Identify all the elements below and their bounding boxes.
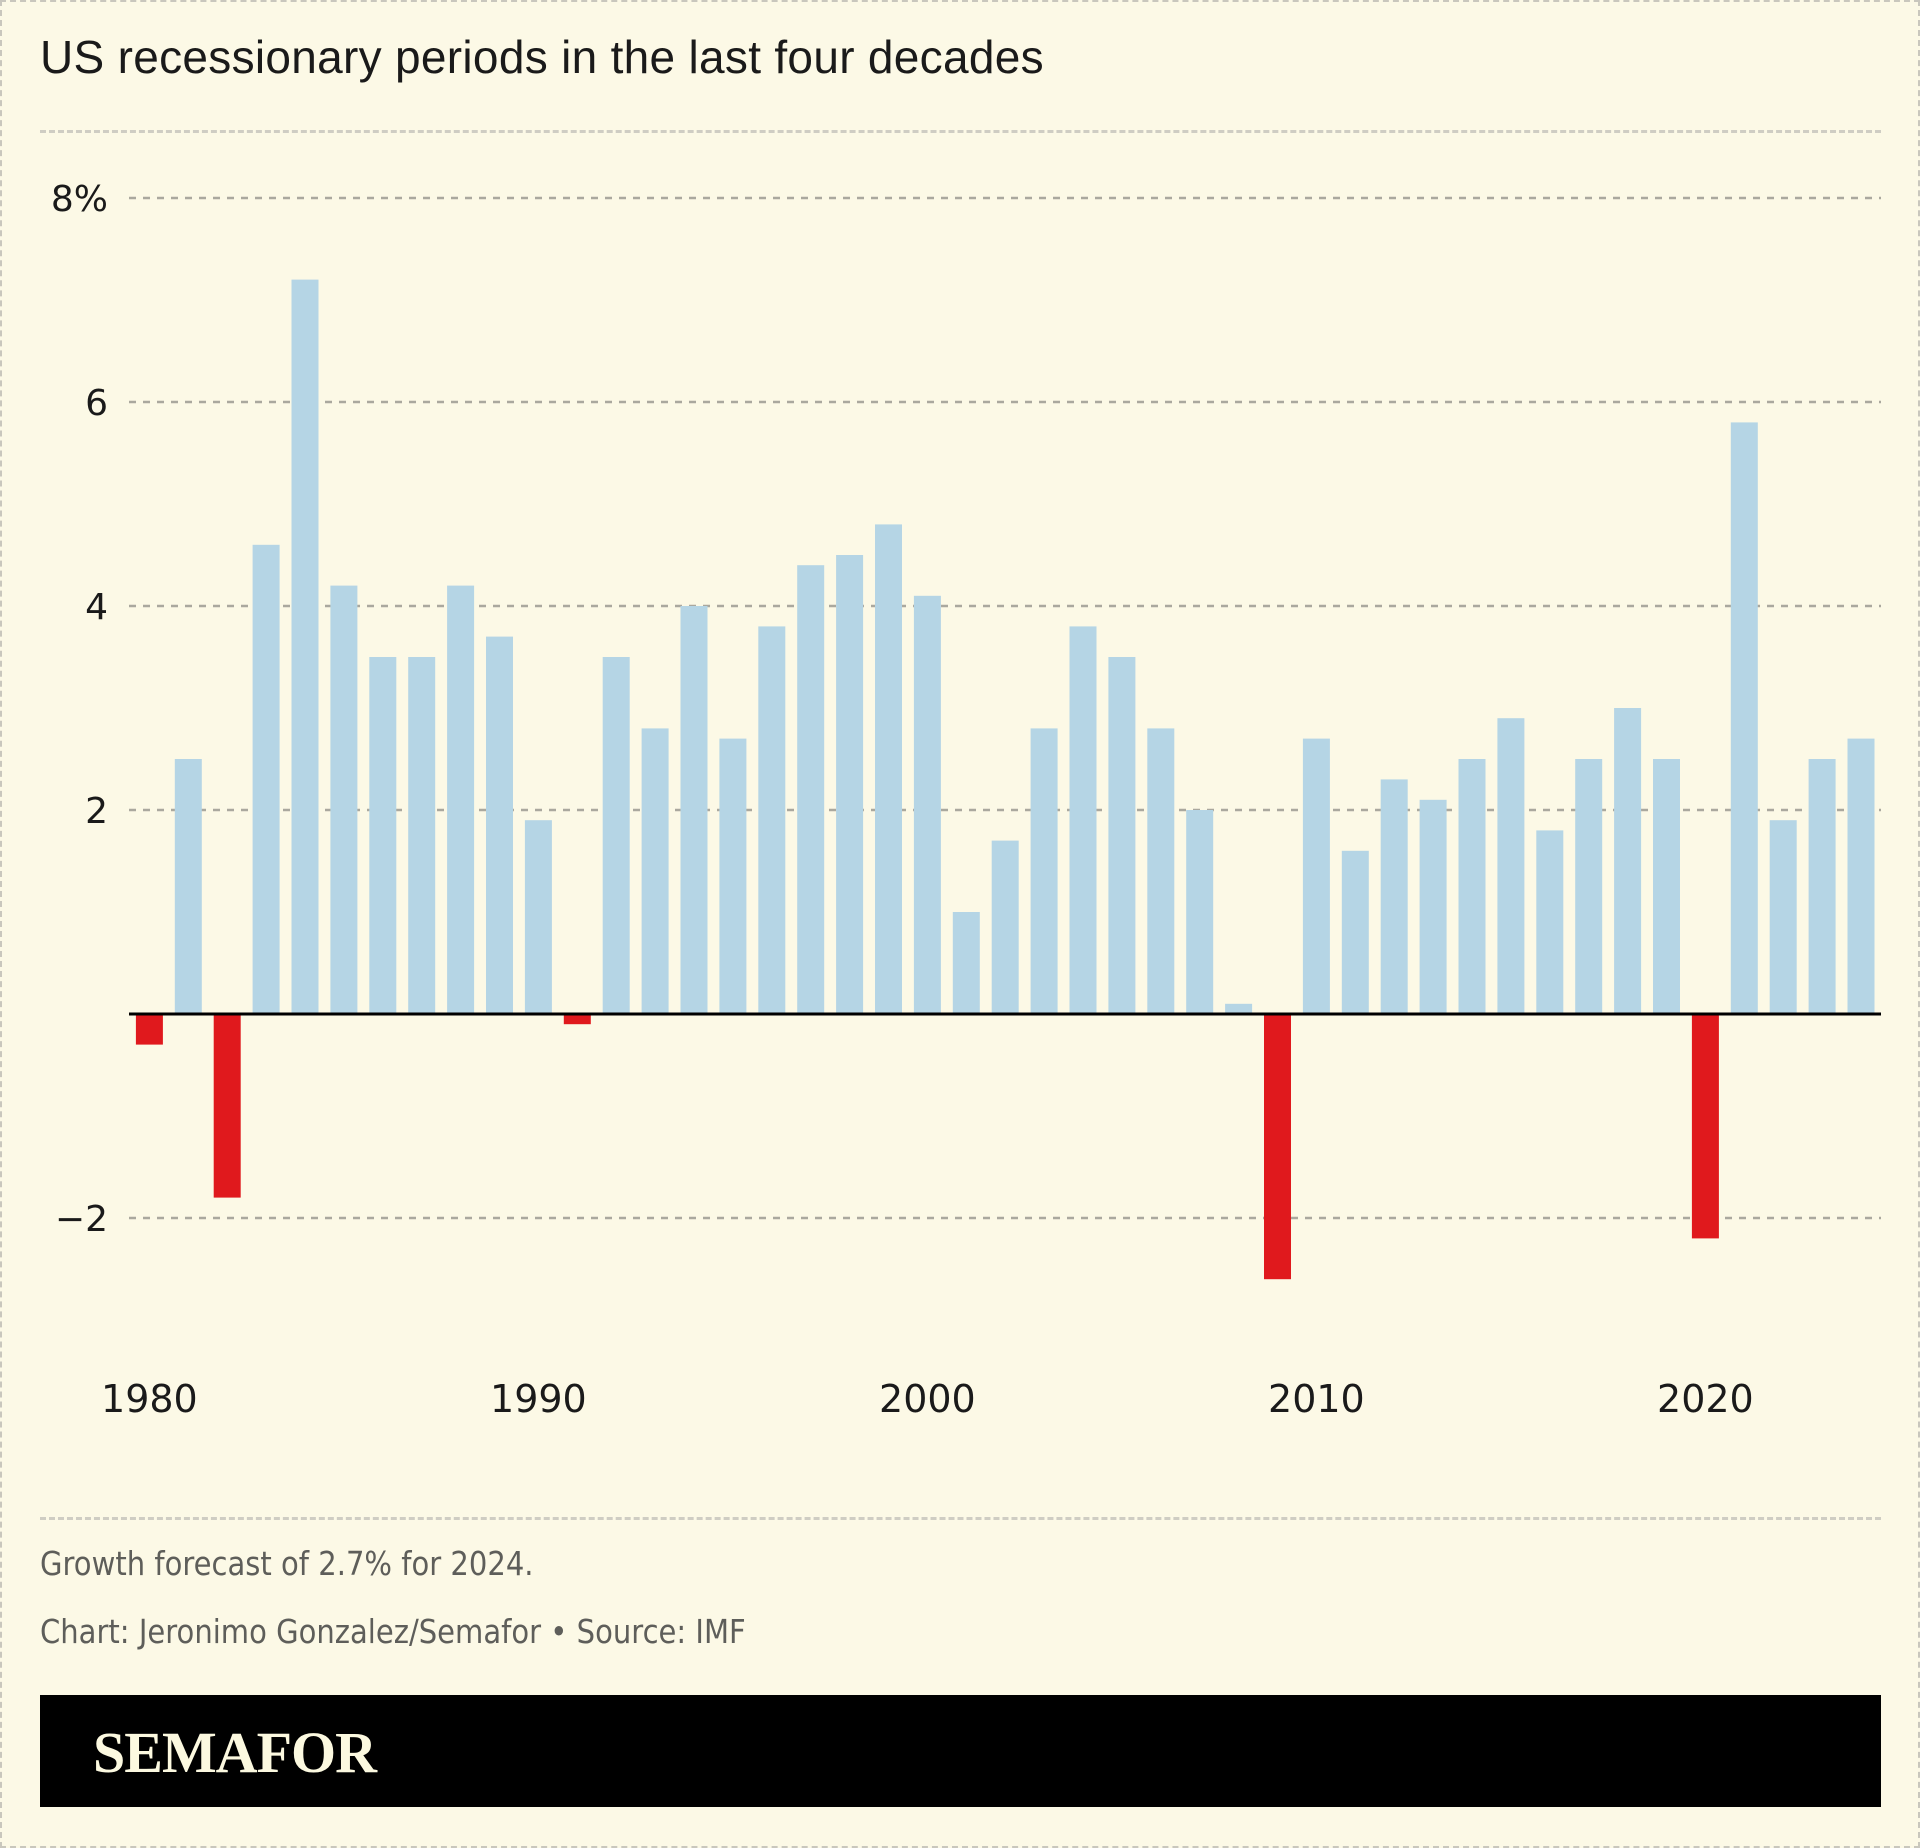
bar-positive-1992 bbox=[602, 657, 630, 1014]
bar-positive-1999 bbox=[875, 524, 902, 1014]
bar-positive-2005 bbox=[1108, 657, 1136, 1014]
bar-positive-1998 bbox=[836, 555, 864, 1014]
bar-positive-1995 bbox=[719, 738, 747, 1014]
bar-positive-1985 bbox=[330, 585, 358, 1014]
brand-logo: SEMAFOR bbox=[93, 1720, 377, 1785]
top-separator bbox=[40, 130, 1881, 133]
bar-positive-2012 bbox=[1380, 779, 1408, 1014]
y-axis-labels: 8% 6 4 2 −2 bbox=[51, 179, 108, 1240]
bar-positive-2006 bbox=[1147, 728, 1175, 1014]
bar-positive-1996 bbox=[758, 626, 786, 1014]
bar-negative-1991 bbox=[563, 1014, 591, 1025]
bar-positive-1989 bbox=[486, 636, 513, 1014]
bar-positive-2016 bbox=[1536, 830, 1564, 1014]
bar-positive-2021 bbox=[1730, 422, 1758, 1014]
x-axis-labels: 1980 1990 2000 2010 2020 bbox=[101, 1377, 1754, 1421]
y-tick-label: −2 bbox=[55, 1199, 108, 1240]
bar-positive-1994 bbox=[680, 606, 708, 1014]
bar-positive-2011 bbox=[1341, 850, 1369, 1014]
bar-positive-2017 bbox=[1575, 759, 1603, 1014]
bar-positive-2004 bbox=[1069, 626, 1097, 1014]
bar-positive-1981 bbox=[174, 759, 202, 1014]
bar-positive-2008 bbox=[1225, 1003, 1253, 1014]
source-credit: Chart: Jeronimo Gonzalez/Semafor • Sourc… bbox=[40, 1612, 746, 1651]
bar-negative-1982 bbox=[213, 1014, 241, 1198]
x-tick-label: 1980 bbox=[101, 1377, 198, 1421]
y-tick-label: 4 bbox=[85, 587, 108, 628]
bar-positive-1997 bbox=[797, 565, 825, 1014]
bar-positive-1993 bbox=[641, 728, 669, 1014]
bar-positive-2003 bbox=[1030, 728, 1058, 1014]
x-tick-label: 2000 bbox=[879, 1377, 976, 1421]
bar-negative-1980 bbox=[135, 1014, 163, 1045]
bar-positive-1986 bbox=[369, 657, 397, 1014]
brand-bar: SEMAFOR bbox=[40, 1695, 1881, 1807]
bar-positive-2014 bbox=[1458, 759, 1486, 1014]
y-tick-label: 6 bbox=[85, 383, 108, 424]
bar-positive-1987 bbox=[408, 657, 436, 1014]
y-tick-label: 2 bbox=[85, 791, 108, 832]
y-tick-label: 8% bbox=[51, 179, 108, 220]
bar-positive-2023 bbox=[1808, 759, 1836, 1014]
bar-positive-2002 bbox=[991, 840, 1019, 1014]
bar-negative-2020 bbox=[1691, 1014, 1719, 1239]
bar-positive-1984 bbox=[291, 279, 319, 1015]
bar-positive-1988 bbox=[447, 585, 475, 1014]
bar-positive-2010 bbox=[1302, 738, 1330, 1014]
footnote: Growth forecast of 2.7% for 2024. bbox=[40, 1544, 534, 1583]
bar-negative-2009 bbox=[1264, 1014, 1291, 1280]
bottom-separator bbox=[40, 1517, 1881, 1520]
x-tick-label: 1990 bbox=[490, 1377, 587, 1421]
bars bbox=[135, 279, 1875, 1280]
bar-positive-2022 bbox=[1769, 820, 1797, 1014]
bar-positive-2013 bbox=[1419, 799, 1447, 1014]
x-tick-label: 2010 bbox=[1268, 1377, 1365, 1421]
bar-chart: 8% 6 4 2 −2 1980 1990 2000 2010 2020 bbox=[51, 179, 1881, 1421]
bar-positive-2018 bbox=[1614, 708, 1642, 1014]
bar-positive-2015 bbox=[1497, 718, 1525, 1014]
x-tick-label: 2020 bbox=[1657, 1377, 1754, 1421]
bar-positive-2019 bbox=[1653, 759, 1680, 1014]
bar-positive-1990 bbox=[524, 820, 552, 1014]
bar-positive-2007 bbox=[1186, 810, 1214, 1014]
bar-positive-2024 bbox=[1847, 738, 1875, 1014]
bar-positive-2000 bbox=[913, 595, 941, 1014]
chart-title: US recessionary periods in the last four… bbox=[40, 31, 1044, 83]
bar-positive-1983 bbox=[252, 544, 280, 1014]
bar-positive-2001 bbox=[952, 912, 980, 1014]
